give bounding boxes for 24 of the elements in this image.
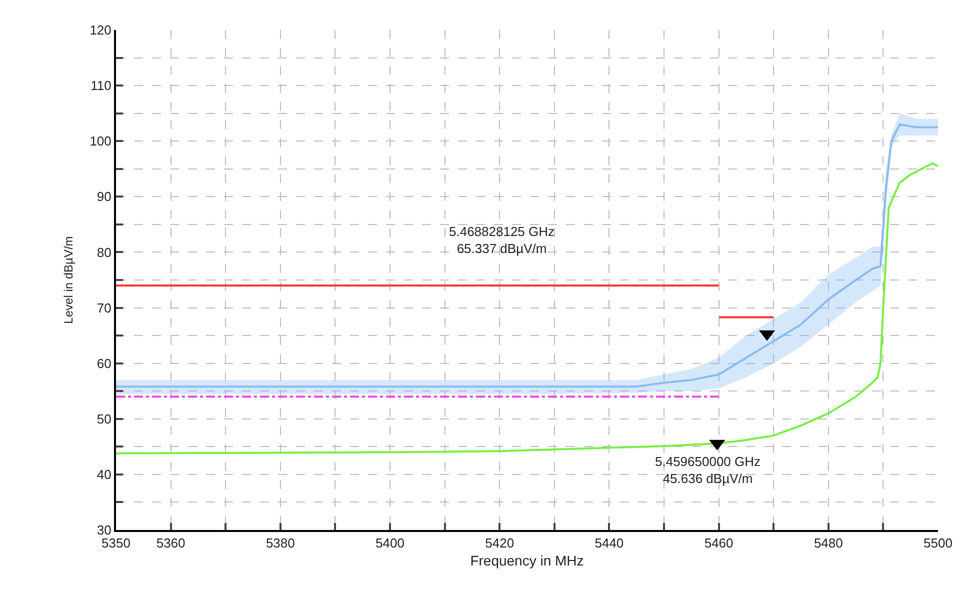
line-series bbox=[116, 162, 938, 454]
x-axis-title: Frequency in MHz bbox=[470, 552, 584, 568]
x-tick-label: 5380 bbox=[266, 536, 295, 551]
x-tick-label: 5350 bbox=[102, 536, 130, 551]
annotation: 5.459650000 GHz 45.636 dBµV/m bbox=[655, 454, 761, 486]
y-tick-label: 60 bbox=[96, 356, 112, 371]
y-tick-label: 30 bbox=[96, 522, 112, 538]
y-axis-title: Level in dBµV/m bbox=[61, 236, 76, 324]
x-tick-label: 5360 bbox=[156, 536, 186, 551]
y-tick-label: 70 bbox=[96, 300, 112, 316]
x-tick-label: 5480 bbox=[814, 536, 843, 551]
y-tick-label: 100 bbox=[90, 134, 112, 149]
annotation: 5.468828125 GHz 65.337 dBµV/m bbox=[449, 224, 555, 256]
y-tick-label: 50 bbox=[96, 411, 112, 426]
y-tick-label: 40 bbox=[96, 466, 112, 482]
x-tick-label: 5460 bbox=[704, 536, 734, 551]
y-tick-label: 120 bbox=[90, 22, 112, 38]
x-tick-label: 5420 bbox=[485, 536, 514, 551]
y-tick-label: 90 bbox=[96, 189, 112, 204]
y-tick-label: 110 bbox=[90, 78, 112, 94]
x-tick-label: 5400 bbox=[376, 536, 404, 551]
x-tick-label: 5440 bbox=[594, 536, 624, 551]
x-tick-label: 5500 bbox=[924, 536, 952, 551]
y-tick-label: 80 bbox=[96, 244, 112, 260]
